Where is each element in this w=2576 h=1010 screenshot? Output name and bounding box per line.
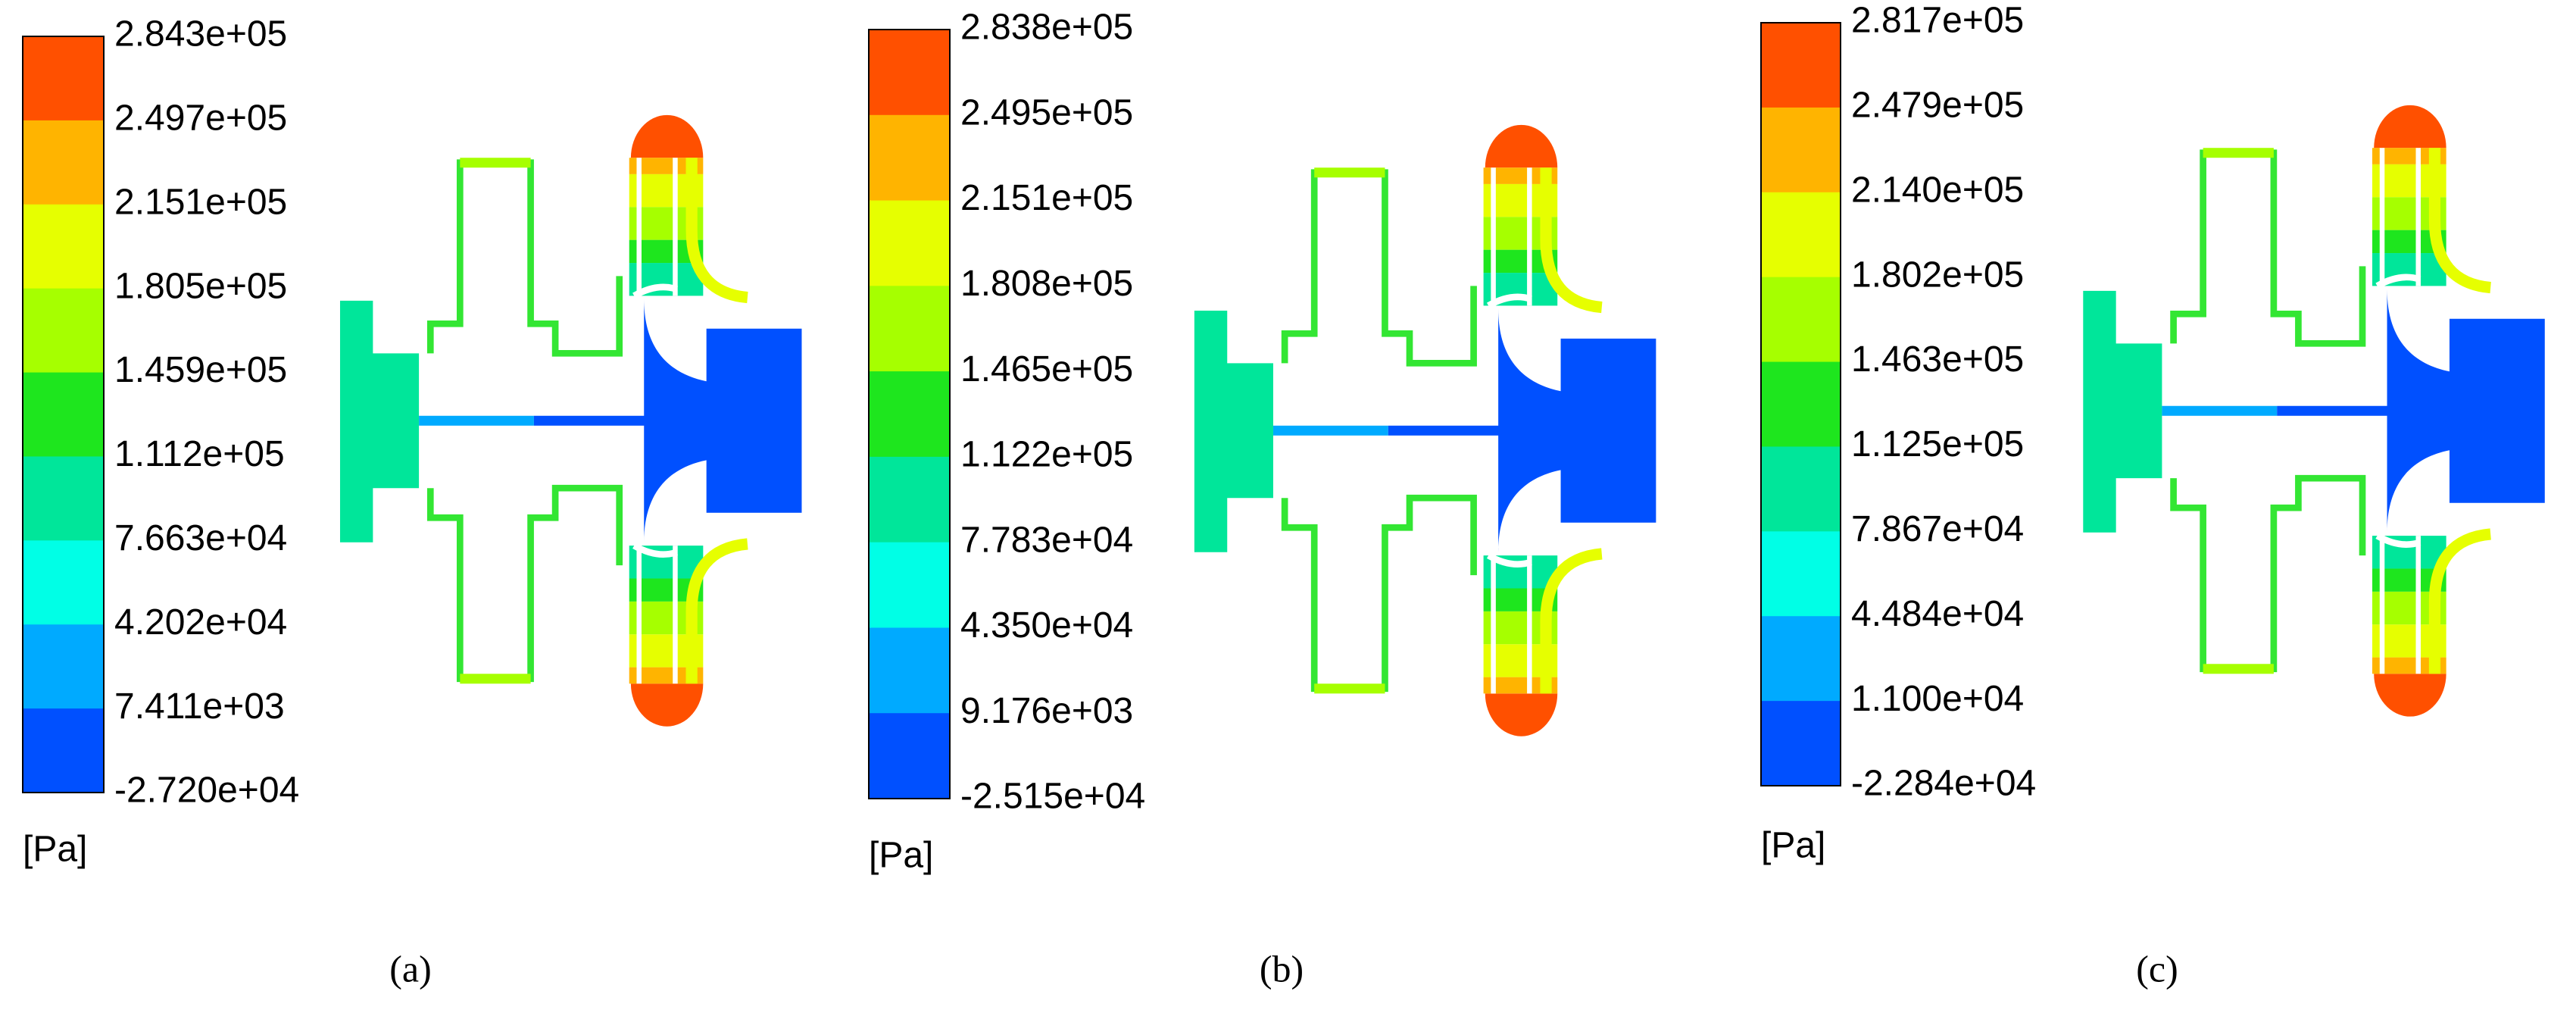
panel-caption: (a) [389,947,432,990]
colorbar-label: 2.838e+05 [960,8,1133,48]
colorbar-label: 1.808e+05 [960,264,1133,304]
colorbar-band [23,36,104,121]
colorbar-band [869,542,950,628]
colorbar-band [23,288,104,374]
colorbar-frame [22,36,105,793]
colorbar-label: 2.479e+05 [1851,86,2024,126]
colorbar-label: -2.515e+04 [960,777,1145,817]
colorbar-band [1761,616,1841,702]
colorbar-band [23,540,104,625]
colorbar-label: -2.720e+04 [114,771,299,811]
colorbar-band [1761,23,1841,108]
colorbar-frame [868,29,951,799]
colorbar-label: 1.100e+04 [1851,679,2024,719]
colorbar-label: 2.140e+05 [1851,170,2024,210]
colorbar-band [869,627,950,714]
colorbar-label: 1.122e+05 [960,435,1133,475]
colorbar-band [869,371,950,458]
colorbar-label: 1.805e+05 [114,266,287,306]
colorbar-band [1761,701,1841,786]
colorbar-band [23,372,104,457]
colorbar-band [1761,446,1841,532]
colorbar-band [1761,361,1841,447]
colorbar-band [869,456,950,543]
panel-caption: (b) [1260,947,1304,990]
colorbar-label: 2.497e+05 [114,98,287,139]
colorbar-band [23,120,104,205]
colorbar-label: 7.867e+04 [1851,509,2024,549]
colorbar-band [23,204,104,289]
colorbar-label: 7.783e+04 [960,520,1133,560]
colorbar-label: 4.350e+04 [960,605,1133,646]
colorbar-band [1761,192,1841,278]
colorbar-label: 1.125e+05 [1851,424,2024,464]
contour-c [2083,105,2544,717]
colorbar-band [869,286,950,372]
colorbar-label: 9.176e+03 [960,691,1133,731]
colorbar-label: -2.284e+04 [1851,764,2036,804]
contour-b [1194,125,1656,736]
colorbar-label: 4.484e+04 [1851,594,2024,634]
colorbar-label: 1.112e+05 [114,434,285,474]
colorbar-label: 2.817e+05 [1851,1,2024,41]
colorbar-band [869,713,950,799]
colorbar-label: 2.495e+05 [960,92,1133,133]
colorbar-frame [1760,22,1841,786]
panel-caption: (c) [2136,947,2178,990]
colorbar-band [1761,277,1841,363]
colorbar-label: 1.802e+05 [1851,255,2024,295]
contour-a [340,115,801,727]
colorbar-label: 4.202e+04 [114,602,287,643]
colorbar-label: 2.843e+05 [114,14,287,55]
unit-label: [Pa] [23,830,87,870]
colorbar-band [869,200,950,286]
colorbar-label: 1.463e+05 [1851,339,2024,380]
colorbar-band [1761,107,1841,193]
colorbar-band [23,624,104,709]
colorbar-label: 7.663e+04 [114,518,287,558]
colorbar-band [869,114,950,202]
colorbar-label: 7.411e+03 [114,686,285,727]
colorbar-label: 1.465e+05 [960,349,1133,389]
unit-label: [Pa] [869,836,933,876]
colorbar-label: 2.151e+05 [114,182,287,222]
unit-label: [Pa] [1761,826,1825,866]
colorbar-band [869,30,950,116]
colorbar-band [1761,531,1841,617]
colorbar-label: 2.151e+05 [960,178,1133,218]
colorbar-label: 1.459e+05 [114,350,287,390]
colorbar-band [23,708,104,793]
colorbar-band [23,456,104,541]
